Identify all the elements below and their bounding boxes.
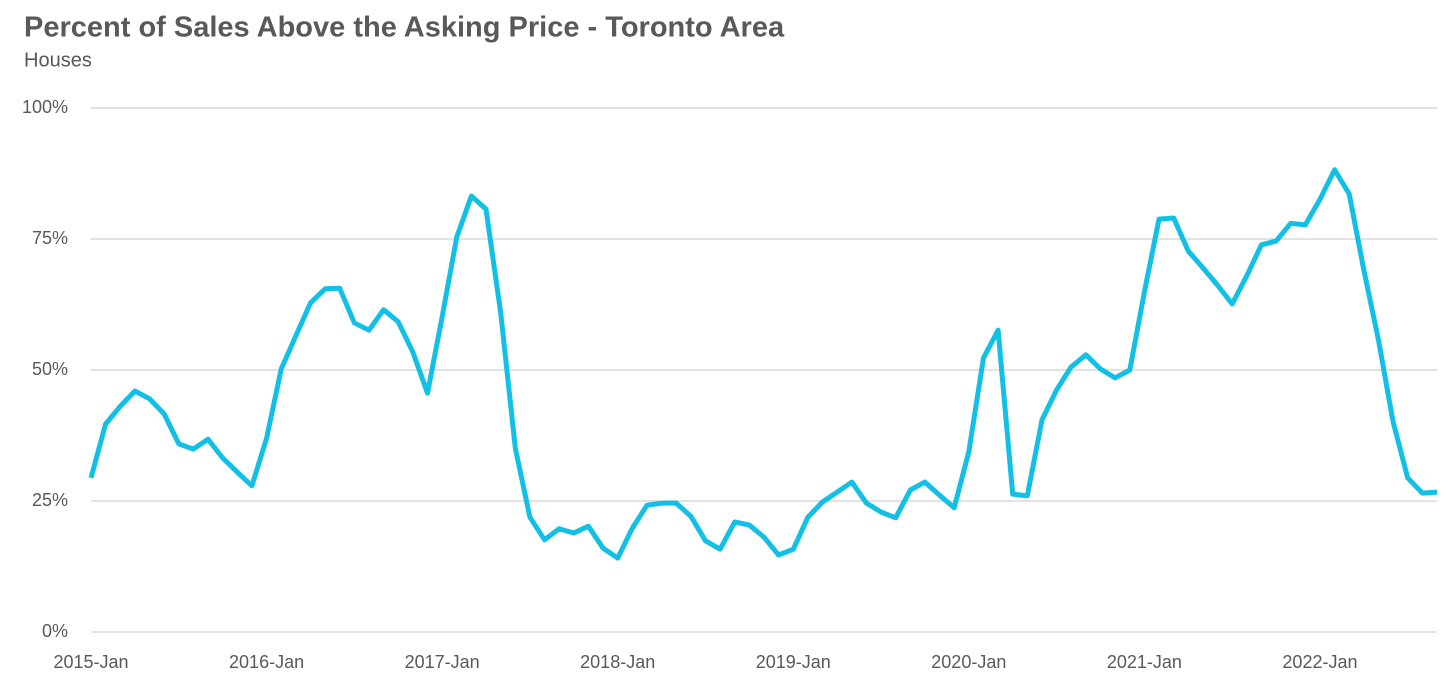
y-tick-label: 100%: [22, 97, 68, 117]
y-tick-label: 50%: [32, 359, 68, 379]
y-tick-label: 75%: [32, 228, 68, 248]
y-tick-label: 25%: [32, 490, 68, 510]
x-tick-label: 2021-Jan: [1107, 652, 1182, 672]
x-tick-label: 2019-Jan: [756, 652, 831, 672]
chart-title: Percent of Sales Above the Asking Price …: [24, 12, 785, 44]
x-tick-label: 2022-Jan: [1282, 652, 1357, 672]
y-tick-label: 0%: [42, 621, 68, 641]
x-tick-label: 2017-Jan: [405, 652, 480, 672]
x-tick-label: 2015-Jan: [53, 652, 128, 672]
line: [88, 167, 1438, 561]
x-tick-label: 2020-Jan: [931, 652, 1006, 672]
x-tick-label: 2018-Jan: [580, 652, 655, 672]
x-tick-label: 2016-Jan: [229, 652, 304, 672]
chart-subtitle: Houses: [24, 49, 92, 71]
